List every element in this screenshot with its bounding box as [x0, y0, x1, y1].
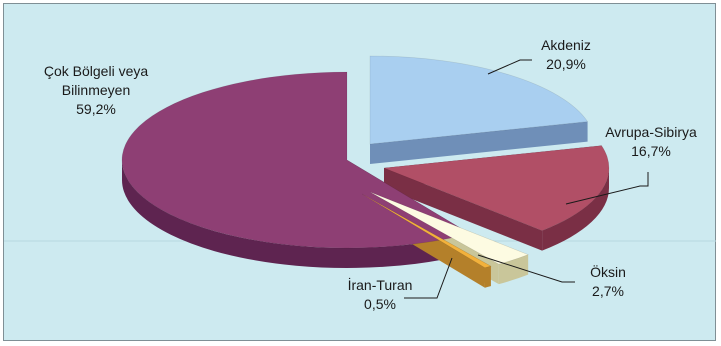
slice-label-avrupa-sibirya: Avrupa-Sibirya: [605, 124, 697, 140]
leader-line-oksin: [477, 254, 575, 283]
slice-labels: Çok Bölgeli veya Bilinmeyen 59,2% Akdeniz 20…: [44, 37, 697, 312]
slice-label-cok-bolgeli: Bilinmeyen: [62, 82, 130, 98]
slice-value-oksin: 2,7%: [592, 283, 624, 299]
leader-line-akdeniz: [487, 59, 532, 75]
slice-label-akdeniz: Akdeniz: [541, 37, 591, 53]
leader-lines: [404, 59, 649, 299]
slice-value-cok-bolgeli: 59,2%: [76, 101, 116, 117]
slice-label-cok-bolgeli: Çok Bölgeli veya: [44, 63, 148, 79]
slice-label-oksin: Öksin: [590, 263, 626, 280]
slice-wall-avrupa-sibirya-1: [384, 168, 543, 251]
slice-value-iran-turan: 0,5%: [364, 296, 396, 312]
pie-tops: [121, 55, 610, 269]
slice-avrupa-sibirya: [383, 145, 610, 231]
leader-line-iran-turan: [404, 257, 453, 299]
slice-akdeniz: [369, 55, 589, 145]
slice-iran-turan: [361, 193, 492, 269]
slice-oksin: [369, 191, 529, 265]
slice-wall-akdeniz-1: [370, 121, 588, 164]
slice-cok-bolgeli: [121, 71, 471, 249]
slice-side-cok-bolgeli: [122, 160, 470, 269]
slice-side-avrupa-sibirya: [542, 168, 609, 251]
slice-value-avrupa-sibirya: 16,7%: [631, 143, 671, 159]
leader-line-avrupa-sibirya: [565, 172, 649, 205]
slice-label-iran-turan: İran-Turan: [348, 276, 413, 293]
slice-value-akdeniz: 20,9%: [546, 56, 586, 72]
